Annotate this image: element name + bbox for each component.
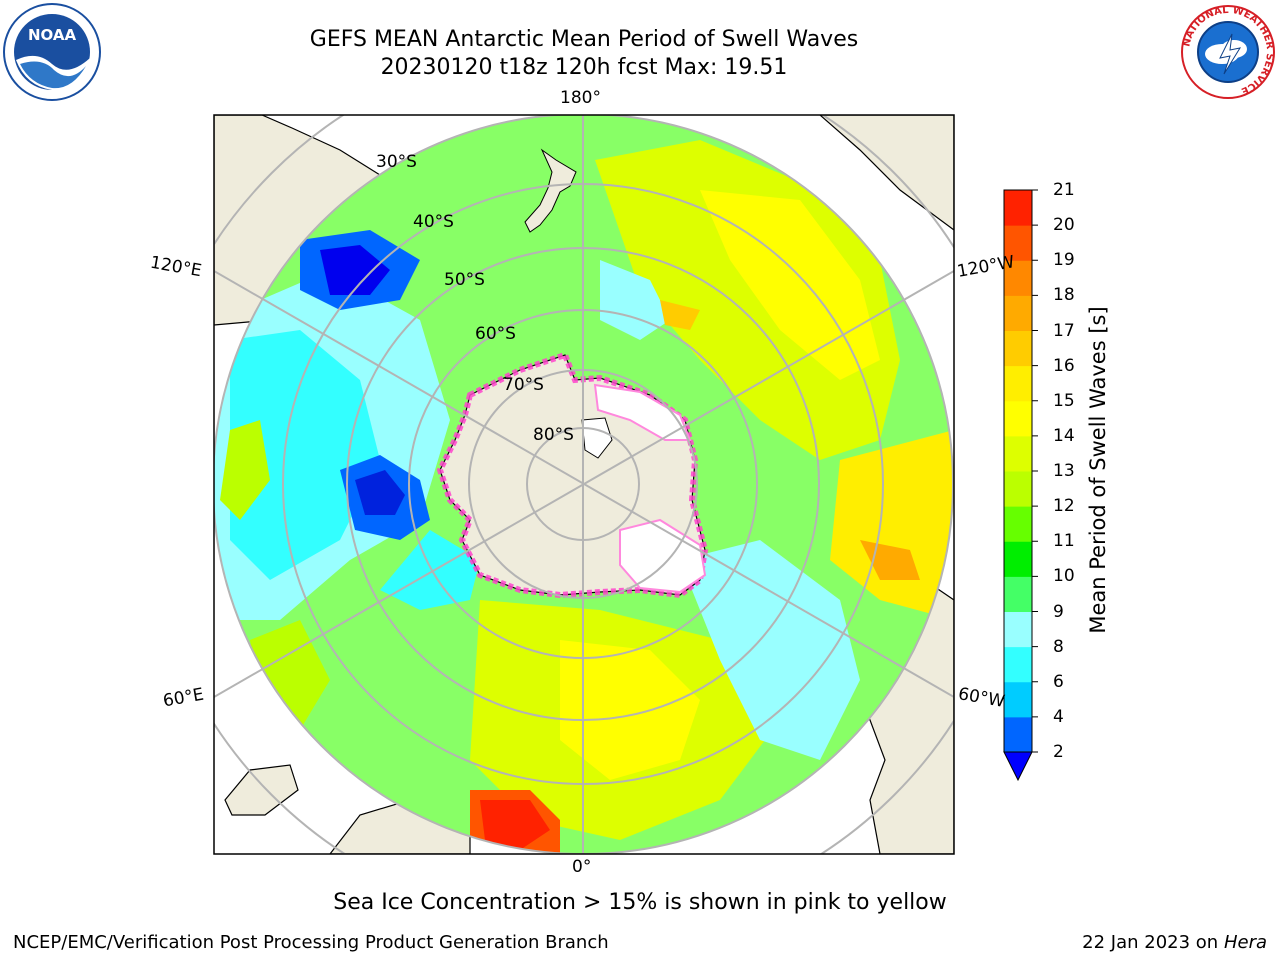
colorbar-tick-label: 17 [1053, 320, 1075, 341]
colorbar-segment [1004, 260, 1032, 296]
latitude-label-40s: 40°S [413, 212, 454, 232]
latitude-label-70s: 70°S [503, 375, 544, 395]
latitude-label-80s: 80°S [533, 425, 574, 445]
map-frame [213, 114, 955, 855]
colorbar-tick-label: 19 [1053, 250, 1075, 271]
colorbar-tick-label: 21 [1053, 180, 1075, 200]
colorbar-segment [1004, 576, 1032, 612]
colorbar-segment [1004, 681, 1032, 718]
chart-subtitle: 20230120 t18z 120h fcst Max: 19.51 [380, 55, 788, 80]
ross-sea-ice [593, 383, 692, 441]
colorbar-segment [1004, 295, 1032, 331]
colorbar-label: Mean Period of Swell Waves [s] [1086, 306, 1110, 634]
colorbar-tick-label: 11 [1053, 531, 1075, 552]
latitude-label-60s: 60°S [475, 324, 516, 344]
colorbar-segment [1004, 506, 1032, 542]
footer-branch: NCEP/EMC/Verification Post Processing Pr… [13, 932, 609, 953]
colorbar-tick-label: 18 [1053, 285, 1075, 306]
colorbar-segment [1004, 365, 1032, 402]
colorbar-tick-label: 4 [1053, 706, 1064, 727]
chart-title: GEFS MEAN Antarctic Mean Period of Swell… [309, 27, 859, 52]
colorbar-segment [1004, 330, 1032, 367]
footer-date: 22 Jan 2023 on Hera [1082, 932, 1267, 953]
noaa-logo-text: NOAA [28, 26, 77, 44]
colorbar-tick-label: 10 [1053, 566, 1075, 587]
colorbar-tick-label: 14 [1053, 425, 1075, 446]
graticule [214, 115, 954, 854]
latitude-label-50s: 50°S [444, 270, 485, 290]
colorbar-tick-label: 8 [1053, 636, 1064, 657]
colorbar-tick-label: 2 [1053, 742, 1064, 762]
colorbar-segment [1004, 611, 1032, 648]
sea-ice-caption: Sea Ice Concentration > 15% is shown in … [333, 890, 947, 915]
new-zealand [524, 148, 577, 233]
meridian-label-top: 180° [560, 88, 601, 108]
colorbar-tick-label: 13 [1053, 461, 1075, 481]
colorbar-tick-label: 12 [1053, 496, 1075, 517]
colorbar-segment [1004, 646, 1032, 683]
swell-period-field [214, 140, 953, 854]
colorbar-segment [1004, 541, 1032, 577]
colorbar-segment [1004, 225, 1032, 261]
footer-host: Hera [1223, 932, 1267, 953]
colorbar [1003, 189, 1038, 782]
colorbar-tick-label: 9 [1053, 601, 1064, 622]
colorbar-under-arrow [1003, 751, 1033, 782]
colorbar-segment [1004, 716, 1032, 753]
colorbar-tick-label: 6 [1053, 671, 1064, 692]
meridian-label-bottom: 0° [572, 857, 592, 877]
nws-logo: NATIONAL WEATHER SERVICE [1180, 4, 1276, 100]
colorbar-segment [1004, 471, 1032, 507]
colorbar-segment [1004, 435, 1032, 472]
latitude-label-30s: 30°S [376, 152, 417, 172]
sea-ice-edge [436, 351, 709, 599]
colorbar-tick-label: 15 [1053, 390, 1075, 411]
colorbar-tick-label: 20 [1053, 215, 1075, 236]
colorbar-segment [1004, 190, 1032, 226]
noaa-logo: NOAA [2, 2, 102, 102]
colorbar-segment [1004, 400, 1032, 437]
colorbar-tick-label: 16 [1053, 355, 1075, 376]
footer-date-text: 22 Jan 2023 on [1082, 932, 1219, 953]
